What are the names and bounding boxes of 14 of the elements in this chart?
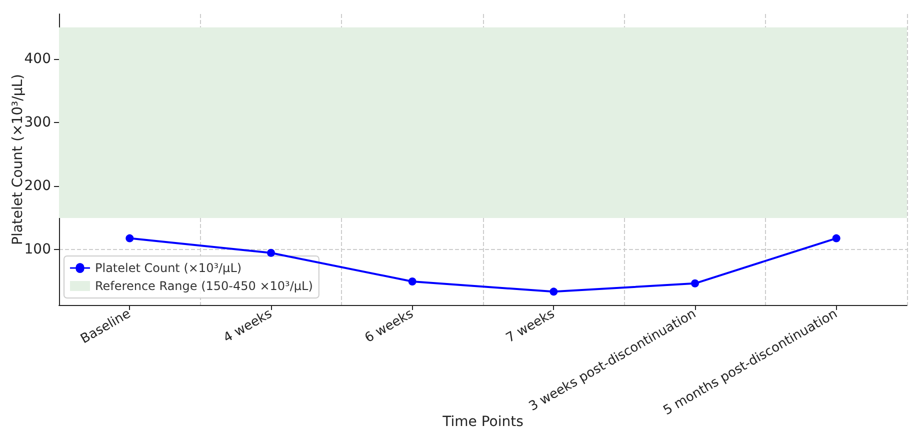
point [691, 279, 699, 288]
point [832, 234, 840, 242]
y-tick-label: 400 [24, 51, 51, 68]
legend-label: Reference Range (150-450 ×10³/μL) [95, 279, 313, 293]
point [408, 277, 416, 286]
y-tick-label: 100 [24, 242, 51, 258]
y-axis-title: Platelet Count (×10³/μL) [10, 74, 26, 245]
point [267, 248, 275, 257]
y-tick-label: 200 [24, 178, 51, 194]
y-tick-label: 300 [24, 114, 51, 131]
x-axis-title: Time Points [442, 414, 524, 430]
point [126, 234, 134, 242]
legend-label: Platelet Count (×10³/μL) [95, 261, 242, 275]
point [550, 288, 558, 296]
